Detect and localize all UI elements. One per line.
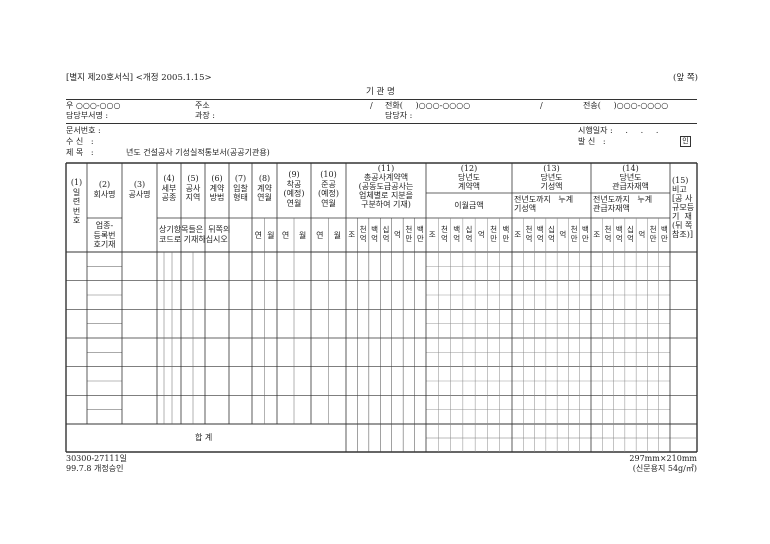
phone: 전화( )○○○-○○○○ [385,101,471,110]
form-id: [별지 제20호서식] <개정 2005.1.15> [66,73,212,83]
agency-name: 기 관 명 [366,87,395,97]
divider [66,123,697,124]
postal-code: 우 ○○○-○○○ [66,101,121,110]
approval-note: 99.7.8 개정승인 [66,464,124,473]
digit-unit-label: 천 억 [359,225,367,243]
digit-unit-label: 억 [559,230,567,239]
code-note: 상기항목들은 뒤쪽의 코드로 기재하십시오 [159,225,231,244]
digit-unit-label: 억 [393,230,401,239]
paper-size: 297mm×210mm [629,454,697,463]
digit-unit-label: 억 [638,230,646,239]
digit-unit-label: 천 만 [490,225,498,243]
doc-number: 문서번호 : [66,126,101,135]
fax: 전송( )○○○-○○○○ [583,101,669,110]
digit-unit-label: 천 억 [525,225,533,243]
digit-unit-label: 백 억 [615,225,623,243]
col-contract-date: (8) 계약 연월 [257,174,272,202]
col-total-contract-amount: (11) 총공사계약액 (공동도급공사는 업체별로 지분을 구분하여 기재) [358,164,414,209]
digit-unit-label: 백 만 [416,225,424,243]
form-code: 30300-27111일 [66,454,127,463]
digit-unit-label: 조 [428,230,436,239]
col-remarks: (15) 비고 [공 사 규모등 기 재 (뒤 쪽 참조)] [672,176,695,239]
col-project-name: (3) 공사명 [128,180,151,199]
year-label: 연 [281,231,290,240]
digit-unit-label: 천 억 [604,225,612,243]
paper-type: (신문용지 54g/㎡) [632,464,697,473]
recipient: 수 신 : [66,137,94,146]
sender: 발 신 : [578,137,606,146]
page-side-label: (앞 쪽) [673,73,698,83]
month-label: 월 [267,231,275,240]
divider [66,99,697,100]
manager: 과장 : [195,111,215,120]
col-contract-method: (6) 계약 방법 [209,174,225,202]
month-label: 월 [333,231,341,240]
digit-unit-label: 백 억 [536,225,544,243]
digit-unit-label: 천 만 [570,225,578,243]
digit-unit-label: 억 [477,230,485,239]
col-cumulative-progress: 전년도까지 누계 기성액 [514,195,574,213]
col-company-name: (2) 회사명 [93,180,116,199]
col-start-date: (9) 착공 (예정) 연월 [283,170,305,208]
col-registration-number: 업종- 등록번 호기재 [93,221,116,249]
department: 담당부서명 : [66,111,109,120]
col-carryover-amount: 이월금액 [454,201,484,210]
person-in-charge: 담당자 : [385,111,413,120]
col-completion-date: (10) 준공 (예정) 연월 [318,170,339,208]
digit-unit-label: 백 만 [502,225,510,243]
digit-unit-label: 조 [593,230,601,239]
total-label: 합 계 [195,433,213,442]
digit-unit-label: 백 억 [453,225,461,243]
col-work-type: (4) 세부 공종 [161,174,177,202]
col-year-contract-amount: (12) 당년도 계약액 [457,164,481,191]
digit-unit-label: 백 억 [371,225,378,243]
col-cumulative-material: 전년도까지 누계 관급자재액 [593,195,653,213]
digit-unit-label: 천 만 [405,225,413,243]
digit-unit-label: 조 [348,230,356,239]
digit-unit-label: 조 [514,230,522,239]
separator: / [540,101,543,110]
col-region: (5) 공사 지역 [185,174,201,202]
year-label: 연 [254,231,262,240]
digit-unit-label: 천 억 [440,225,448,243]
year-label: 연 [316,231,324,240]
digit-unit-label: 백 만 [660,225,668,243]
col-year-progress-amount: (13) 당년도 기성액 [540,164,563,191]
subject: 년도 건설공사 기성실적통보서(공공기관용) [126,148,270,157]
effective-date: 시행일자 : . . . [578,126,659,135]
subject-label: 제 목 : [66,148,94,157]
digit-unit-label: 천 만 [649,225,657,243]
digit-unit-label: 백 만 [581,225,589,243]
month-label: 월 [298,231,307,240]
seal-icon: 인 [680,136,691,147]
col-year-material-amount: (14) 당년도 관급자재액 [612,164,649,191]
col-bid-type: (7) 입찰 형태 [233,174,248,202]
digit-unit-label: 십 억 [382,225,390,243]
address-label: 주소 [195,101,210,110]
separator: / [370,101,373,110]
digit-unit-label: 십 억 [465,225,473,243]
col-serial-number: (1) 일 련 번 호 [70,178,83,225]
digit-unit-label: 십 억 [627,225,634,243]
digit-unit-label: 십 억 [548,225,555,243]
